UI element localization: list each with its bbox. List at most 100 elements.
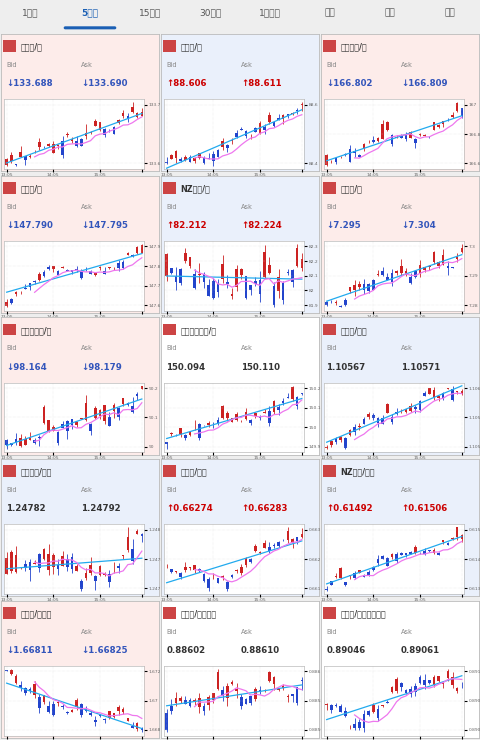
- Text: Ask: Ask: [401, 628, 413, 634]
- Text: ↓1.66825: ↓1.66825: [81, 646, 128, 655]
- Bar: [335, 302, 337, 303]
- Bar: [287, 531, 289, 540]
- Text: Bid: Bid: [167, 628, 177, 634]
- Bar: [57, 144, 59, 147]
- Text: Bid: Bid: [6, 204, 17, 209]
- Bar: [117, 263, 120, 268]
- Bar: [189, 257, 191, 266]
- Bar: [127, 719, 129, 722]
- Bar: [419, 265, 421, 275]
- Bar: [24, 440, 26, 445]
- Bar: [122, 709, 124, 712]
- Bar: [456, 104, 458, 112]
- Text: ↑82.212: ↑82.212: [167, 221, 207, 230]
- Bar: [446, 266, 449, 268]
- Text: Bid: Bid: [326, 62, 337, 68]
- Bar: [335, 576, 337, 577]
- Bar: [5, 302, 8, 306]
- Bar: [163, 465, 176, 477]
- Text: ユーロ/円: ユーロ/円: [21, 184, 42, 193]
- Bar: [10, 670, 12, 674]
- Bar: [75, 701, 78, 707]
- Text: 30分足: 30分足: [199, 9, 221, 18]
- Bar: [184, 568, 187, 570]
- Bar: [230, 418, 233, 422]
- Bar: [235, 414, 238, 420]
- Bar: [277, 118, 280, 120]
- Bar: [381, 271, 384, 275]
- Bar: [117, 707, 120, 711]
- Bar: [10, 299, 12, 303]
- Bar: [451, 267, 454, 268]
- Bar: [184, 157, 187, 160]
- Bar: [324, 607, 336, 619]
- Bar: [324, 323, 336, 335]
- Bar: [432, 677, 435, 684]
- Bar: [254, 545, 256, 551]
- Bar: [112, 127, 115, 134]
- Bar: [52, 428, 55, 431]
- Text: 15分足: 15分足: [139, 9, 161, 18]
- Bar: [437, 125, 440, 127]
- Bar: [249, 135, 252, 136]
- Text: カナダドル/円: カナダドル/円: [21, 326, 52, 335]
- Bar: [131, 107, 134, 112]
- Bar: [193, 700, 196, 702]
- Bar: [71, 138, 73, 141]
- Bar: [48, 705, 50, 712]
- Bar: [75, 566, 78, 571]
- Bar: [423, 393, 426, 396]
- Bar: [268, 411, 271, 423]
- Text: Bid: Bid: [167, 346, 177, 352]
- Bar: [414, 139, 417, 144]
- Bar: [291, 269, 294, 282]
- Bar: [66, 270, 69, 271]
- Text: Ask: Ask: [81, 346, 93, 352]
- Bar: [98, 715, 101, 716]
- Bar: [216, 672, 219, 689]
- Bar: [230, 294, 233, 296]
- Text: Ask: Ask: [241, 487, 253, 493]
- Bar: [38, 554, 41, 568]
- Bar: [84, 403, 87, 420]
- Text: 月足: 月足: [444, 9, 456, 18]
- Bar: [71, 419, 73, 425]
- Text: Ask: Ask: [81, 487, 93, 493]
- Bar: [268, 547, 271, 551]
- Bar: [372, 280, 374, 290]
- Bar: [165, 713, 168, 730]
- Bar: [300, 393, 303, 394]
- Bar: [372, 414, 374, 418]
- Bar: [414, 547, 417, 553]
- Bar: [170, 268, 173, 272]
- Bar: [98, 566, 101, 575]
- Bar: [127, 116, 129, 119]
- Bar: [136, 113, 138, 118]
- Bar: [221, 406, 224, 418]
- Text: Ask: Ask: [81, 628, 93, 634]
- Bar: [230, 575, 233, 577]
- Bar: [395, 412, 398, 414]
- Text: 英ポンド/円: 英ポンド/円: [340, 43, 367, 52]
- Bar: [180, 269, 182, 283]
- Bar: [163, 607, 176, 619]
- Bar: [400, 136, 403, 138]
- Bar: [395, 554, 398, 561]
- Bar: [103, 129, 106, 135]
- Bar: [442, 540, 444, 542]
- Text: 5分足: 5分足: [82, 9, 98, 18]
- Bar: [131, 255, 134, 256]
- Bar: [254, 689, 256, 699]
- Bar: [339, 705, 342, 712]
- Bar: [193, 275, 196, 289]
- Bar: [141, 728, 143, 730]
- Bar: [89, 424, 92, 431]
- Bar: [112, 713, 115, 717]
- Bar: [456, 257, 458, 259]
- Bar: [367, 711, 370, 715]
- Bar: [29, 156, 31, 158]
- Bar: [277, 407, 280, 410]
- Bar: [203, 275, 205, 282]
- Bar: [254, 281, 256, 283]
- Bar: [409, 689, 412, 694]
